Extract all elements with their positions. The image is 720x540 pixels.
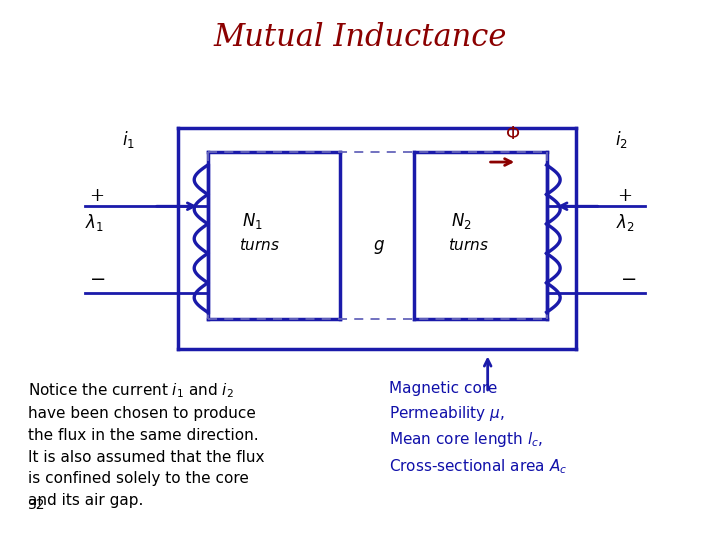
Text: $turns$: $turns$ — [239, 238, 280, 253]
Text: 32: 32 — [28, 498, 45, 512]
Text: Mutual Inductance: Mutual Inductance — [213, 22, 507, 53]
Text: $\Phi$: $\Phi$ — [505, 125, 521, 144]
Text: $\lambda_2$: $\lambda_2$ — [616, 212, 635, 233]
Text: $g$: $g$ — [373, 239, 384, 256]
Text: −: − — [90, 271, 107, 289]
Text: $turns$: $turns$ — [449, 238, 490, 253]
Text: $N_2$: $N_2$ — [451, 211, 472, 231]
Text: Notice the current $i_1$ and $i_2$
have been chosen to produce
the flux in the s: Notice the current $i_1$ and $i_2$ have … — [28, 381, 264, 508]
Text: +: + — [617, 187, 632, 205]
Text: +: + — [89, 187, 104, 205]
Text: $\lambda_1$: $\lambda_1$ — [85, 212, 104, 233]
Text: Magnetic core
Permeability $\mu$,
Mean core length $l_c$,
Cross-sectional area $: Magnetic core Permeability $\mu$, Mean c… — [390, 381, 568, 476]
Text: $i_1$: $i_1$ — [122, 130, 135, 150]
Text: $i_2$: $i_2$ — [616, 130, 629, 150]
Text: $N_1$: $N_1$ — [242, 211, 263, 231]
Text: −: − — [621, 271, 638, 289]
